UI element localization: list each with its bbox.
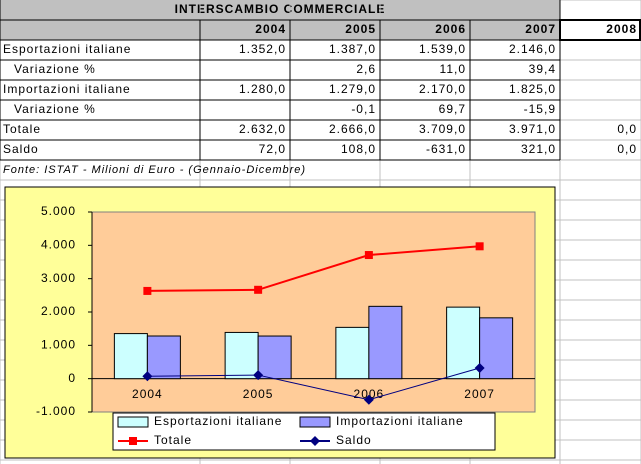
marker — [143, 286, 152, 295]
cell-value: 72,0 — [259, 142, 286, 156]
legend-label: Saldo — [336, 433, 372, 447]
marker — [253, 370, 264, 381]
legend-label: Esportazioni italiane — [154, 414, 282, 428]
selected-cell — [559, 19, 641, 41]
marker — [142, 371, 153, 382]
legend-marker — [129, 437, 137, 445]
y-tick-label: 3.000 — [41, 271, 76, 285]
column-header: 2006 — [435, 22, 466, 36]
marker — [363, 394, 374, 405]
bar — [146, 335, 181, 380]
bar — [479, 317, 514, 380]
column-header: 2005 — [345, 22, 376, 36]
legend-label: Totale — [154, 433, 192, 447]
x-tick-label: 2005 — [243, 387, 274, 401]
cell-value: 2.632,0 — [239, 122, 286, 136]
cell-value: 69,7 — [439, 102, 466, 116]
legend-marker — [310, 436, 320, 446]
cell-value: 321,0 — [521, 142, 556, 156]
line — [147, 245, 480, 292]
y-tick-label: 4.000 — [41, 238, 76, 252]
legend-swatch — [117, 416, 149, 428]
cell-value: 39,4 — [529, 62, 556, 76]
row-label: Importazioni italiane — [3, 82, 131, 96]
bar — [113, 333, 148, 380]
cell-value: 1.539,0 — [419, 42, 466, 56]
legend-label: Importazioni italiane — [336, 414, 464, 428]
line — [147, 367, 480, 401]
cell-value: -631,0 — [426, 142, 466, 156]
cell-value: 11,0 — [440, 62, 466, 76]
column-header: 2004 — [255, 22, 286, 36]
cell-value: 2.170,0 — [419, 82, 466, 96]
marker — [474, 362, 485, 373]
cell-value: 0,0 — [617, 142, 637, 156]
y-tick-label: 0 — [68, 371, 76, 385]
column-header: 2007 — [525, 22, 556, 36]
cell-value: 1.387,0 — [329, 42, 376, 56]
cell-value: 3.971,0 — [509, 122, 556, 136]
marker — [475, 242, 484, 251]
row-label: Variazione % — [14, 62, 96, 76]
source-note: Fonte: ISTAT - Milioni di Euro - (Gennai… — [3, 164, 306, 176]
x-tick-label: 2004 — [132, 387, 163, 401]
cell-value: 2.146,0 — [509, 42, 556, 56]
row-label: Esportazioni italiane — [3, 42, 131, 56]
y-tick-label: 1.000 — [41, 338, 76, 352]
marker — [254, 285, 263, 294]
table-title: INTERSCAMBIO COMMERCIALE — [175, 2, 386, 16]
cell-value: 1.280,0 — [239, 82, 286, 96]
marker — [364, 251, 373, 260]
y-tick-label: -1.000 — [36, 404, 76, 418]
row-label: Totale — [3, 122, 41, 136]
y-tick-label: 2.000 — [41, 304, 76, 318]
cell-value: 0,0 — [617, 122, 637, 136]
row-label: Saldo — [3, 142, 39, 156]
cell-value: 1.825,0 — [509, 82, 556, 96]
cell-value: 2,6 — [356, 62, 376, 76]
bar — [224, 331, 259, 380]
cell-value: 1.352,0 — [239, 42, 286, 56]
bar — [257, 335, 292, 380]
cell-value: -0,1 — [351, 102, 376, 116]
cell-value: 1.279,0 — [329, 82, 376, 96]
x-tick-label: 2007 — [464, 387, 495, 401]
cell-value: 108,0 — [341, 142, 376, 156]
legend-swatch — [299, 416, 331, 428]
row-label: Variazione % — [14, 102, 96, 116]
cell-value: 3.709,0 — [419, 122, 466, 136]
cell-value: 2.666,0 — [329, 122, 376, 136]
column-header: 2008 — [606, 22, 637, 36]
bar — [368, 305, 403, 380]
y-tick-label: 5.000 — [41, 204, 76, 218]
bar — [446, 306, 481, 380]
bar — [335, 326, 370, 380]
cell-value: -15,9 — [524, 102, 556, 116]
